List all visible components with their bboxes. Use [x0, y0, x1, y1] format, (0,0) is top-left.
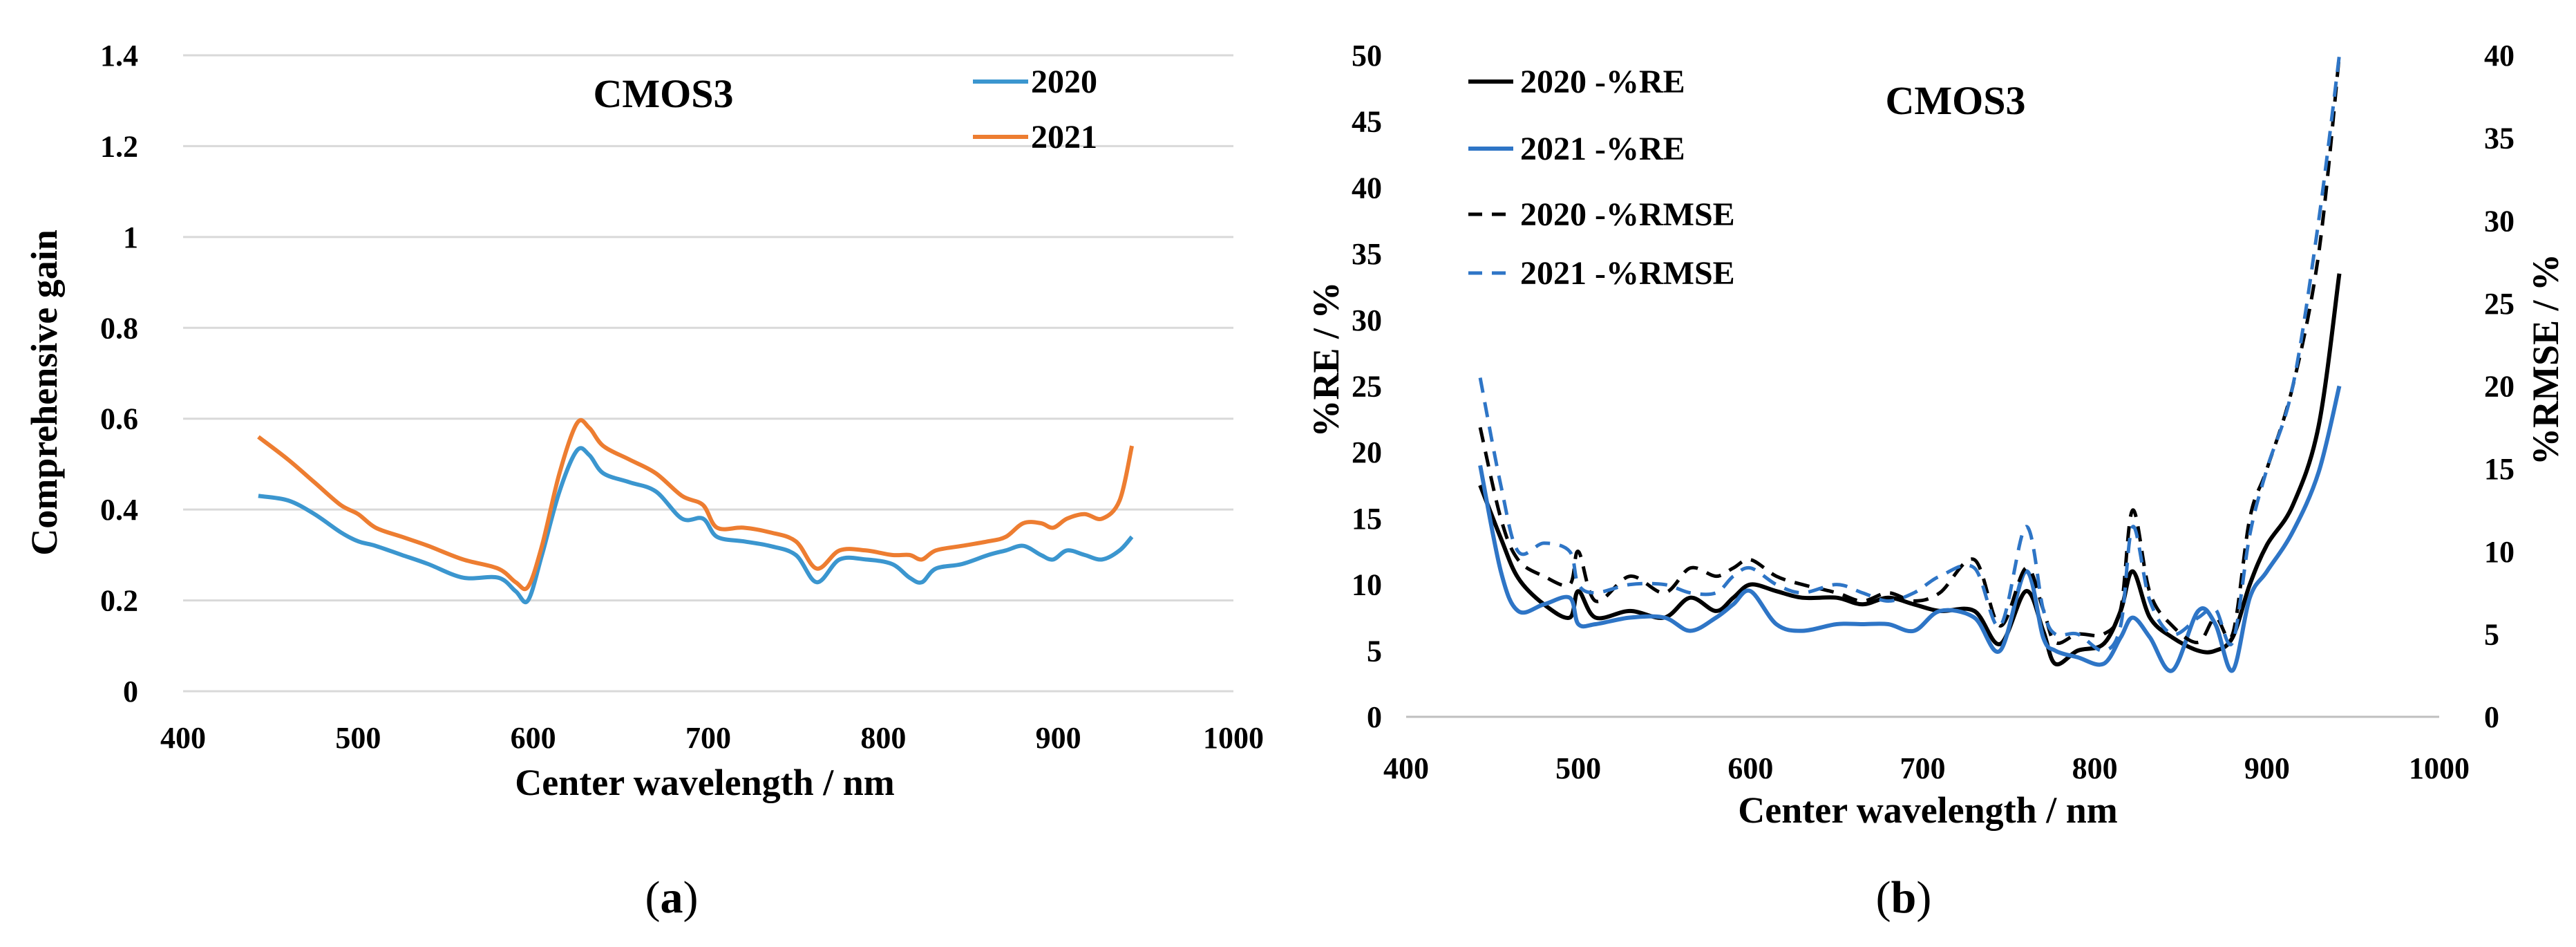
b-legend-label-2020-re: 2020 -%RE [1520, 64, 1685, 100]
b-y-tick-label: 5 [1367, 634, 1382, 668]
b-y2-tick-label: 30 [2484, 204, 2515, 238]
a-y-tick-label: 1.4 [100, 39, 138, 73]
b-series-line-2021-RMSE [1478, 55, 2341, 653]
a-series-lines [257, 418, 1135, 604]
b-y2-tick-label: 0 [2484, 700, 2499, 734]
a-y-tick-label: 1.2 [100, 129, 138, 163]
b-y2-axis-label: %RMSE / % [2525, 254, 2566, 465]
a-x-axis-label: Center wavelength / nm [515, 762, 894, 803]
a-series-line-2020 [258, 446, 1134, 604]
b-series-line-2021-RE [1478, 385, 2342, 673]
b-y-tick-label: 50 [1352, 39, 1382, 73]
b-x-tick-labels: 400 500 600 700 800 900 1000 [1383, 751, 2470, 785]
b-y2-tick-label: 20 [2484, 370, 2515, 404]
b-y-tick-label: 20 [1352, 435, 1382, 469]
b-x-tick-label: 500 [1555, 751, 1601, 785]
a-y-tick-label: 0.4 [100, 493, 138, 527]
b-y-tick-label: 0 [1367, 700, 1382, 734]
a-x-tick-labels: 400 500 600 700 800 900 1000 [160, 721, 1264, 755]
a-x-tick-label: 900 [1036, 721, 1081, 755]
b-legend-label-2021-rmse: 2021 -%RMSE [1520, 255, 1735, 292]
a-x-tick-label: 700 [685, 721, 731, 755]
b-legend: 2020 -%RE 2021 -%RE 2020 -%RMSE 2021 -%R… [1468, 64, 1735, 292]
a-caption-letter: a [661, 872, 683, 923]
a-x-tick-label: 1000 [1203, 721, 1264, 755]
a-x-tick-label: 800 [860, 721, 906, 755]
a-legend-label-2021: 2021 [1031, 119, 1097, 156]
a-legend: 2020 2021 [973, 64, 1097, 156]
b-y2-tick-labels: 0 5 10 15 20 25 30 35 40 [2484, 39, 2515, 734]
b-legend-label-2021-re: 2021 -%RE [1520, 131, 1685, 167]
chart-panel-b: 400 500 600 700 800 900 1000 05101520253035404… [1305, 39, 2566, 923]
b-y-tick-label: 30 [1352, 303, 1382, 337]
a-x-tick-label: 600 [511, 721, 556, 755]
b-x-tick-label: 700 [1900, 751, 1946, 785]
b-y-tick-label: 40 [1352, 171, 1382, 205]
b-x-tick-label: 1000 [2409, 751, 2470, 785]
b-x-tick-label: 600 [1727, 751, 1773, 785]
b-y2-tick-label: 40 [2484, 39, 2515, 73]
b-chart-title: CMOS3 [1886, 78, 2026, 123]
b-x-axis-label: Center wavelength / nm [1738, 789, 2117, 831]
b-y-tick-label: 10 [1352, 568, 1382, 602]
chart-panel-a: 400 500 600 700 800 900 1000 0 0.2 0.4 0.6 0.8 1 1.2… [23, 39, 1264, 923]
b-y-tick-label: 45 [1352, 105, 1382, 139]
a-y-tick-label: 0 [123, 675, 138, 709]
b-caption-letter: b [1891, 872, 1917, 923]
a-series-line-2021 [257, 418, 1135, 592]
b-panel-caption: (b) [1876, 872, 1932, 923]
a-y-tick-label: 0.8 [100, 311, 138, 345]
b-series-lines [1478, 55, 2342, 673]
a-y-tick-label: 1 [123, 221, 138, 254]
b-x-tick-label: 400 [1383, 751, 1429, 785]
b-y-tick-labels: 0 5 10 15 20 25 30 35 40 45 50 [1352, 39, 1382, 734]
b-legend-label-2020-rmse: 2020 -%RMSE [1520, 196, 1735, 233]
b-y-tick-label: 35 [1352, 237, 1382, 271]
b-y2-tick-label: 15 [2484, 452, 2515, 486]
b-y2-tick-label: 25 [2484, 287, 2515, 321]
b-y-tick-label: 25 [1352, 370, 1382, 404]
a-panel-caption: (a) [645, 872, 699, 923]
b-y2-tick-label: 10 [2484, 535, 2515, 569]
b-y2-tick-label: 35 [2484, 122, 2515, 156]
a-chart-title: CMOS3 [594, 71, 734, 116]
a-legend-label-2020: 2020 [1031, 64, 1097, 100]
a-y-tick-label: 0.6 [100, 402, 138, 436]
b-x-tick-label: 800 [2072, 751, 2118, 785]
a-y-tick-labels: 0 0.2 0.4 0.6 0.8 1 1.2 1.4 [100, 39, 138, 709]
b-y-axis-label: %RE / % [1305, 281, 1347, 437]
a-y-axis-label: Comprehensive gain [23, 229, 65, 556]
a-x-tick-label: 500 [335, 721, 381, 755]
b-x-tick-label: 900 [2244, 751, 2290, 785]
a-x-tick-label: 400 [160, 721, 206, 755]
b-y-tick-label: 15 [1352, 502, 1382, 536]
a-y-tick-label: 0.2 [100, 584, 138, 618]
b-y2-tick-label: 5 [2484, 617, 2499, 651]
